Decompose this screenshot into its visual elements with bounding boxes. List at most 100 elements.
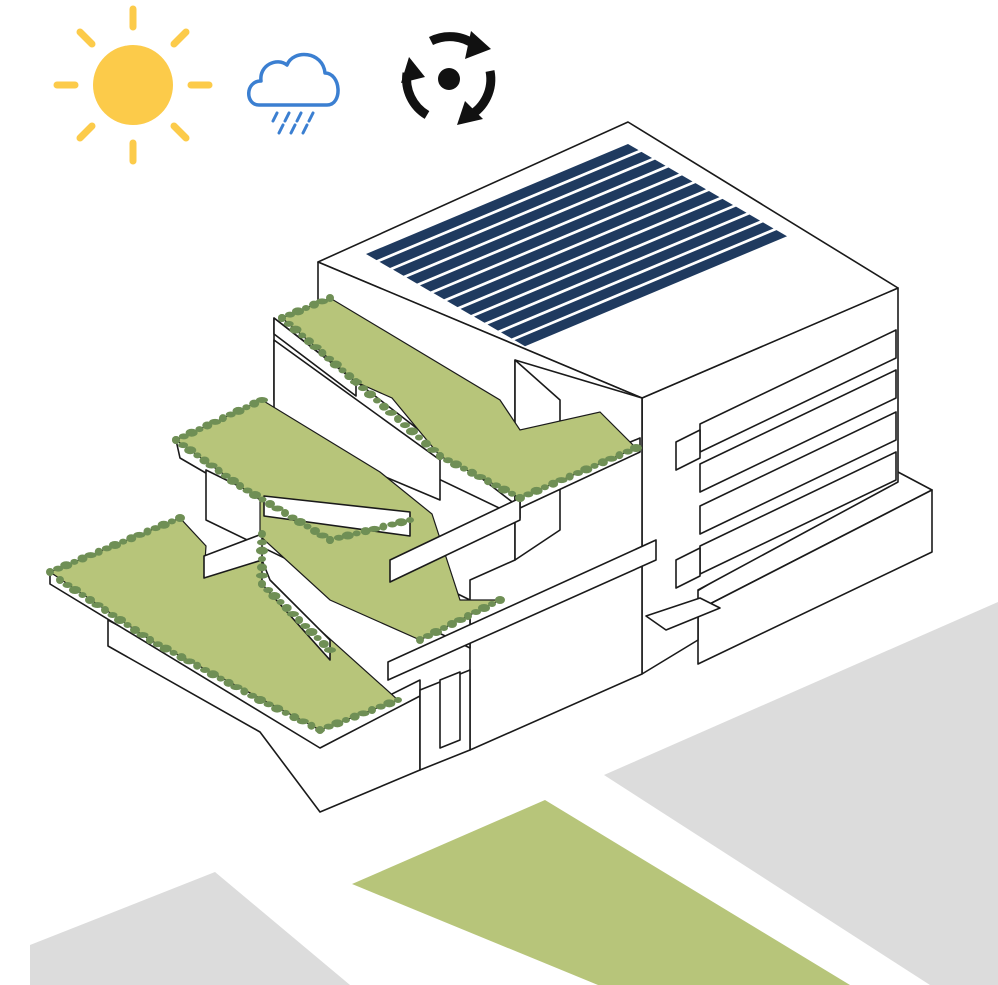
shrub xyxy=(373,397,381,404)
shrub xyxy=(249,491,261,499)
shrub xyxy=(375,703,386,710)
shrub xyxy=(316,298,328,305)
sun-icon xyxy=(53,5,213,165)
shrub xyxy=(305,628,318,636)
shrub xyxy=(195,426,204,433)
shrub xyxy=(555,477,568,484)
shrub xyxy=(495,596,505,604)
shrub xyxy=(101,606,109,614)
shrub xyxy=(292,307,304,316)
shrub xyxy=(225,411,236,418)
shrub xyxy=(406,427,418,436)
shrub xyxy=(395,518,408,527)
shrub xyxy=(184,446,197,455)
solar-panel-row xyxy=(393,159,666,276)
shrub xyxy=(256,397,268,403)
solar-panel-row xyxy=(366,144,639,261)
shrub xyxy=(498,485,510,494)
building xyxy=(46,121,933,813)
shrub xyxy=(133,531,146,538)
shrub xyxy=(256,572,268,579)
shrub xyxy=(257,539,267,546)
shrub xyxy=(360,527,371,536)
solar-panel-row xyxy=(433,183,707,300)
shrub xyxy=(307,721,316,730)
terrace-2-parapet xyxy=(389,497,521,583)
shrub xyxy=(597,458,608,467)
shrub xyxy=(62,582,73,588)
shrub xyxy=(333,534,344,541)
shrub xyxy=(440,625,448,631)
shrub xyxy=(400,422,410,429)
shrub xyxy=(150,525,161,532)
shrub xyxy=(178,433,189,440)
shrub xyxy=(310,527,320,535)
shrub xyxy=(508,490,516,497)
shrub xyxy=(285,311,295,318)
shrub xyxy=(298,332,307,339)
shrub xyxy=(590,462,599,469)
shrub xyxy=(326,294,334,302)
shrub xyxy=(169,649,178,656)
shrub xyxy=(101,545,112,552)
shrub xyxy=(258,580,266,588)
entrance-canopy xyxy=(645,597,721,631)
shrub xyxy=(214,466,223,475)
shrub xyxy=(276,599,285,605)
shrub xyxy=(523,491,534,498)
shrub xyxy=(379,522,388,531)
shrub xyxy=(289,325,302,334)
solar-panel-row xyxy=(420,175,693,292)
shrub xyxy=(427,446,439,453)
shrub xyxy=(114,616,126,624)
shrub xyxy=(46,568,54,576)
shrub xyxy=(199,456,210,465)
shrub xyxy=(622,448,633,455)
shrub xyxy=(109,541,121,549)
shrub xyxy=(471,609,481,615)
shrub xyxy=(516,494,524,502)
solar-panel-array xyxy=(366,144,788,347)
shrub xyxy=(69,586,81,594)
shrub xyxy=(338,367,347,374)
shrub xyxy=(130,626,140,634)
shrub xyxy=(175,514,185,522)
shrub xyxy=(484,477,492,486)
shrub xyxy=(178,442,189,449)
side-wing-front xyxy=(697,489,933,665)
shrub xyxy=(202,421,213,430)
shrub xyxy=(326,536,334,544)
shrub xyxy=(300,623,311,629)
lawn-strip xyxy=(352,800,850,985)
shrub xyxy=(548,479,559,488)
shrub xyxy=(176,653,187,662)
shrub xyxy=(423,633,433,639)
shrub xyxy=(230,684,243,691)
shrub xyxy=(464,612,472,620)
shrub xyxy=(387,521,398,528)
shrub xyxy=(368,525,381,532)
shrub xyxy=(294,518,306,526)
shrub xyxy=(615,451,624,460)
shrub xyxy=(107,612,118,618)
shrub xyxy=(287,514,298,521)
shrub xyxy=(268,592,281,600)
shrub xyxy=(302,305,310,311)
shrub xyxy=(352,530,361,537)
shrub xyxy=(56,576,64,584)
shrub xyxy=(146,636,154,644)
shrub xyxy=(172,436,180,444)
shrub xyxy=(580,465,593,474)
shrub xyxy=(460,465,468,472)
shrub xyxy=(256,546,268,555)
shrub xyxy=(193,661,202,670)
shrub xyxy=(341,531,354,540)
shrub xyxy=(263,701,274,708)
shrub xyxy=(329,360,342,369)
facade-fins xyxy=(675,329,897,589)
shrub xyxy=(344,372,355,381)
shrub xyxy=(303,523,312,530)
shrub xyxy=(309,300,319,309)
shrub xyxy=(159,644,172,653)
